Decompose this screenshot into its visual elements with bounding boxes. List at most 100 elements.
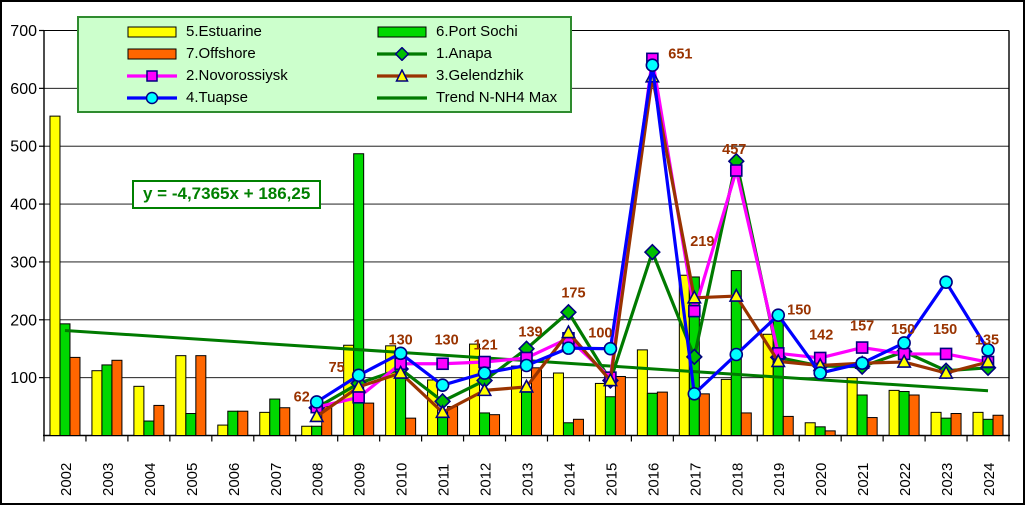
marker-2-novorossiysk [478,355,491,369]
marker-3-gelendzhik [477,382,493,397]
marker-1-anapa [434,392,452,410]
marker-4-tuapse [813,366,827,380]
marker-3-gelendzhik [980,353,996,368]
bar-5-estuarine [133,385,145,437]
bar-6-port-sochi [227,410,239,437]
data-label: 157 [850,319,874,335]
legend-line-swatch [377,91,427,104]
legend-item-1-anapa: 1.Anapa [377,44,564,63]
marker-3-gelendzhik [896,353,912,368]
bar-5-estuarine [972,411,984,437]
x-axis-label: 2023 [939,463,956,496]
bar-6-port-sochi [269,398,281,436]
data-label: 130 [389,332,413,348]
legend-label: 2.Novorossiysk [186,67,288,84]
marker-4-tuapse [309,395,324,409]
bar-7-offshore [908,394,920,436]
marker-2-novorossiysk [436,357,449,371]
bar-7-offshore [363,402,375,437]
legend-item-trend-n-nh4-max: Trend N-NH4 Max [377,88,564,107]
x-axis-label: 2002 [58,463,75,496]
x-axis-label: 2024 [981,463,998,496]
bar-7-offshore [992,414,1004,436]
bar-7-offshore [698,393,710,437]
marker-3-gelendzhik [938,364,954,379]
legend-bar-swatch [377,25,427,38]
legend-bar-swatch [127,25,177,38]
marker-4-tuapse [897,336,911,350]
legend-line-swatch [377,68,427,82]
bar-6-port-sochi [185,413,197,436]
legend-label: 3.Gelendzhik [436,67,524,84]
legend-label: 4.Tuapse [186,89,248,106]
marker-3-gelendzhik [393,364,409,379]
bar-6-port-sochi [814,426,826,437]
marker-3-gelendzhik [770,353,786,368]
chart-legend: 5.Estuarine 6.Port Sochi 7.Offshore 1.Anapa… [77,16,572,113]
bar-7-offshore [237,410,249,437]
data-label: 457 [722,142,746,158]
marker-3-gelendzhik [351,378,367,393]
marker-1-anapa [643,243,661,261]
data-label: 651 [668,47,692,63]
y-axis-label: 200 [10,312,37,329]
data-label: 100 [588,326,612,342]
y-axis-label: 100 [10,370,37,387]
legend-line-swatch [127,91,177,104]
legend-label: 1.Anapa [436,45,492,62]
data-label: 150 [787,302,811,318]
legend-item-4-tuapse: 4.Tuapse [127,88,377,107]
x-axis-label: 2020 [813,463,830,496]
bar-7-offshore [824,430,836,437]
data-label: 150 [933,322,957,338]
bar-7-offshore [572,418,584,436]
marker-4-tuapse [645,58,660,73]
x-axis-label: 2009 [352,463,369,496]
marker-4-tuapse [477,366,492,380]
bar-7-offshore [614,375,626,437]
bar-7-offshore [866,417,878,437]
x-axis-label: 2008 [310,463,327,496]
legend-label: 7.Offshore [186,45,256,62]
x-axis-label: 2018 [729,463,746,496]
legend-item-5-estuarine: 5.Estuarine [127,22,377,41]
bar-5-estuarine [720,378,732,436]
line-4-tuapse [315,63,990,404]
y-axis-label: 500 [10,139,37,156]
marker-4-tuapse [435,378,450,392]
x-axis-label: 2017 [687,463,704,496]
line-1-anapa [315,159,989,410]
marker-4-tuapse [603,341,618,356]
bar-6-port-sochi [856,394,868,436]
bar-6-port-sochi [562,422,574,436]
x-axis-label: 2015 [603,463,620,496]
marker-4-tuapse [771,308,786,322]
bar-6-port-sochi [59,323,71,437]
x-axis-label: 2016 [645,463,662,496]
bar-5-estuarine [469,343,481,437]
legend-label: 6.Port Sochi [436,23,518,40]
bar-7-offshore [195,355,207,436]
marker-4-tuapse [687,387,702,401]
bar-5-estuarine [259,411,271,437]
legend-label: Trend N-NH4 Max [436,89,558,106]
bar-6-port-sochi [101,364,113,436]
bar-5-estuarine [511,365,522,437]
bar-6-port-sochi [940,417,952,436]
bar-7-offshore [111,359,123,436]
legend-item-7-offshore: 7.Offshore [127,44,377,63]
bar-7-offshore [656,391,668,437]
bar-6-port-sochi [521,391,532,437]
data-label: 139 [518,324,542,340]
x-axis-label: 2006 [226,463,243,496]
legend-item-2-novorossiysk: 2.Novorossiysk [127,66,377,85]
y-axis-label: 600 [10,81,37,98]
bar-7-offshore [153,404,165,436]
legend-item-6-port-sochi: 6.Port Sochi [377,22,564,41]
bar-6-port-sochi [982,418,994,436]
x-axis-label: 2019 [771,463,788,496]
bar-5-estuarine [594,382,606,436]
x-axis-label: 2013 [520,463,537,496]
x-axis-label: 2004 [142,463,159,496]
bar-7-offshore [69,356,81,436]
